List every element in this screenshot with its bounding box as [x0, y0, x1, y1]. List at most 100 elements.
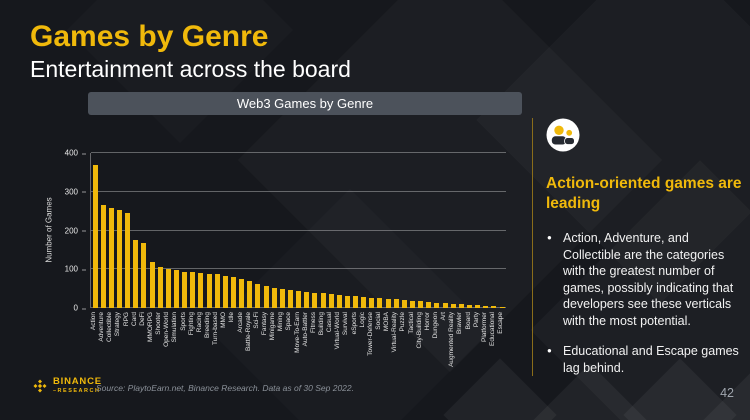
x-tick-label: MMO — [220, 312, 228, 328]
bar-arcade — [238, 153, 246, 308]
bar-breeding — [205, 153, 213, 308]
x-tick-label: Move-To-Earn — [293, 312, 301, 353]
binance-research-logo: BINANCE –RESEARCH — [32, 377, 102, 394]
x-tick-label: Fantasy — [260, 312, 268, 336]
bar-art — [441, 153, 449, 308]
bar-building — [319, 153, 327, 308]
bar-platformer — [482, 153, 490, 308]
bar-simulation — [172, 153, 180, 308]
bar-virtual-reality — [392, 153, 400, 308]
x-tick-label: Puzzle — [399, 312, 407, 332]
bar-minigame — [270, 153, 278, 308]
x-tick-label: Horror — [423, 312, 431, 331]
x-tick-label: Dungeon — [431, 312, 439, 339]
bar-tower-defense — [368, 153, 376, 308]
x-tick-label: Breeding — [203, 312, 211, 339]
x-tick-label: Virtual-World — [334, 312, 342, 350]
x-tick-label: Board — [464, 312, 472, 330]
bar-fitness — [311, 153, 319, 308]
bar-casual — [327, 153, 335, 308]
chart-x-labels: Action Adventure Collectible Strategy RPG Car… — [90, 311, 505, 391]
y-tick-label: 200 — [64, 226, 87, 235]
x-tick-label: Minigame — [268, 312, 276, 341]
panel-divider — [532, 118, 533, 376]
bar-adventure — [99, 153, 107, 308]
bar-fantasy — [262, 153, 270, 308]
y-tick-label: 300 — [64, 187, 87, 197]
x-tick-label: Idle — [228, 312, 236, 323]
bar-augmented-reality — [449, 153, 457, 308]
bar-mmorpg — [148, 153, 156, 308]
binance-logo-text: BINANCE –RESEARCH — [53, 377, 102, 394]
x-tick-label: Art — [439, 312, 447, 321]
bar-shooter — [156, 153, 164, 308]
x-tick-label: DeFi — [138, 312, 146, 326]
x-tick-label: MOBA — [382, 312, 390, 332]
page-subtitle: Entertainment across the board — [30, 56, 351, 82]
x-tick-label: Building — [317, 312, 325, 336]
x-tick-label: Brawler — [456, 312, 464, 335]
x-tick-label: Sports — [179, 312, 187, 331]
insight-panel: Action-oriented games are leading Action… — [546, 118, 742, 390]
x-tick-label: Tactical — [407, 312, 415, 334]
bar-sci-fi — [254, 153, 262, 308]
bar-brawler — [457, 153, 465, 308]
bar-esports — [352, 153, 360, 308]
bar-social — [376, 153, 384, 308]
bar-horror — [425, 153, 433, 308]
y-tick-label: 0 — [73, 303, 88, 313]
panel-bullet-2: Educational and Escape games lag behind. — [546, 343, 742, 376]
x-tick-label: City-Building — [415, 312, 423, 349]
x-tick-label: Augmented Reality — [448, 312, 455, 367]
x-tick-label: Open-World — [163, 312, 171, 347]
chart-y-axis: 0 100 200 300 400 — [40, 149, 88, 313]
x-tick-label: Tower-Defense — [366, 312, 374, 356]
x-tick-label: Survival — [342, 312, 350, 336]
x-tick-label: Mining — [277, 312, 285, 332]
x-tick-label: Social — [374, 312, 382, 330]
chart-plot — [90, 152, 506, 308]
x-tick-label: eSports — [350, 312, 358, 335]
bar-moba — [384, 153, 392, 308]
bar-space — [286, 153, 294, 308]
x-tick-label: Sci-Fi — [252, 312, 260, 329]
gridline — [91, 229, 506, 231]
chart-title-bar: Web3 Games by Genre — [88, 92, 522, 115]
x-tick-label: Casual — [325, 312, 333, 333]
x-tick-label: Strategy — [114, 312, 122, 337]
binance-logo-secondary: –RESEARCH — [53, 387, 101, 394]
x-tick-label: Space — [285, 312, 293, 331]
x-tick-label: Collectible — [106, 312, 114, 342]
x-tick-label: MMORPG — [146, 312, 154, 342]
gridline — [91, 152, 506, 153]
bar-strategy — [115, 153, 123, 308]
bar-survival — [343, 153, 351, 308]
x-tick-label: Adventure — [97, 312, 105, 342]
bar-card — [132, 153, 140, 308]
x-tick-label: Educational — [488, 312, 496, 346]
binance-logo-icon — [33, 378, 47, 393]
bar-turn-based — [213, 153, 221, 308]
gridline — [91, 190, 506, 192]
bar-tactical — [408, 153, 416, 308]
panel-heading: Action-oriented games are leading — [546, 175, 742, 212]
bar-battle-royale — [246, 153, 254, 308]
chart-y-axis-title: Number of Games — [44, 197, 54, 263]
bar-dungeon — [433, 153, 441, 308]
y-tick-label: 100 — [64, 264, 87, 274]
bar-racing — [197, 153, 205, 308]
x-tick-label: Arcade — [236, 312, 244, 333]
panel-bullet-list: Action, Adventure, and Collectible are t… — [546, 230, 742, 376]
binance-logo-primary: BINANCE — [53, 376, 102, 387]
bar-move-to-earn — [295, 153, 303, 308]
bar-logic — [360, 153, 368, 308]
bar-action — [91, 153, 99, 308]
page-number: 42 — [720, 386, 734, 400]
chart-title: Web3 Games by Genre — [236, 96, 374, 111]
bar-city-building — [417, 153, 425, 308]
gridline — [91, 268, 506, 270]
bar-educational — [490, 153, 498, 308]
bar-puzzle — [400, 153, 408, 308]
x-tick-label: Fitness — [309, 312, 317, 333]
x-tick-label: Racing — [195, 312, 203, 333]
